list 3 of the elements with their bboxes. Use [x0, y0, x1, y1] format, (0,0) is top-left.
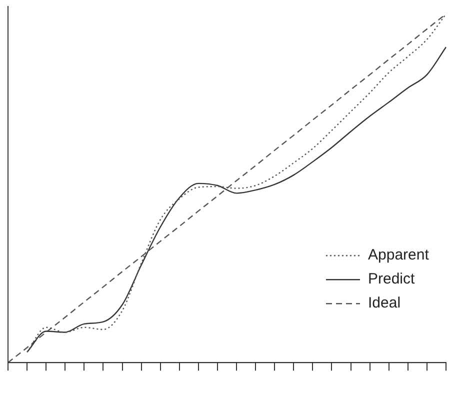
legend-label: Predict [368, 270, 416, 288]
legend-label: Apparent [368, 246, 430, 264]
legend-label: Ideal [368, 294, 401, 312]
